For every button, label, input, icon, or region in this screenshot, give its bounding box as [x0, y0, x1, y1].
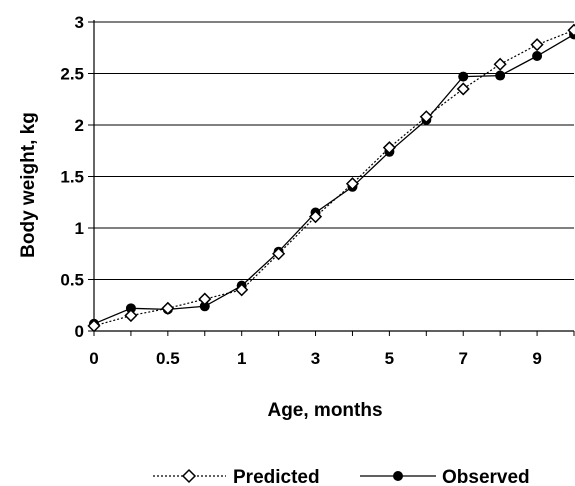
predicted-point: [308, 210, 323, 224]
predicted-point: [345, 177, 360, 191]
y-axis-title: Body weight, kg: [18, 112, 39, 258]
predicted-point: [272, 247, 286, 261]
legend-predicted-label: Predicted: [233, 467, 320, 486]
predicted-point: [161, 301, 175, 315]
x-tick-label: 9: [532, 349, 541, 368]
y-tick-label: 0: [75, 322, 84, 341]
predicted-point: [198, 292, 212, 306]
series-predicted-line: [93, 29, 575, 327]
predicted-point: [419, 110, 433, 124]
legend-observed-marker: [393, 471, 403, 481]
x-tick-label: 0.5: [156, 349, 180, 368]
x-tick-label: 5: [385, 349, 394, 368]
x-axis-title: Age, months: [267, 400, 382, 421]
y-tick-labels: 0 0.5 1 1.5 2 2.5 3: [60, 13, 84, 341]
observed-point: [532, 50, 543, 61]
predicted-point: [530, 38, 544, 52]
predicted-point: [456, 82, 470, 96]
x-tick-label: 3: [311, 349, 320, 368]
y-tick-label: 1.5: [60, 168, 84, 187]
x-tick-label: 1: [237, 349, 246, 368]
observed-point: [495, 70, 506, 81]
predicted-point: [235, 283, 249, 297]
observed-point: [458, 71, 469, 82]
legend-observed-label: Observed: [442, 467, 530, 486]
predicted-point: [124, 308, 138, 323]
predicted-point: [382, 141, 396, 155]
series-layer: [87, 23, 575, 333]
legend-predicted-marker: [181, 468, 197, 484]
x-tick-label: 7: [458, 349, 467, 368]
observed-point: [125, 303, 136, 314]
legend-predicted: Predicted: [153, 467, 320, 486]
y-tick-label: 0.5: [60, 271, 84, 290]
gridlines: [94, 21, 574, 280]
axes: [88, 20, 575, 336]
y-tick-label: 1: [75, 219, 84, 238]
predicted-point: [87, 319, 101, 333]
y-tick-label: 3: [75, 13, 84, 32]
y-tick-label: 2.5: [60, 65, 84, 84]
x-tick-labels: 0 0.5 1 3 5 7 9: [89, 349, 542, 368]
y-tick-label: 2: [75, 116, 84, 135]
legend: Predicted Observed: [153, 467, 530, 486]
predicted-point: [567, 23, 575, 37]
predicted-point: [493, 57, 507, 71]
legend-observed: Observed: [360, 467, 530, 486]
x-tick-label: 0: [89, 349, 98, 368]
observed-point: [199, 301, 210, 312]
